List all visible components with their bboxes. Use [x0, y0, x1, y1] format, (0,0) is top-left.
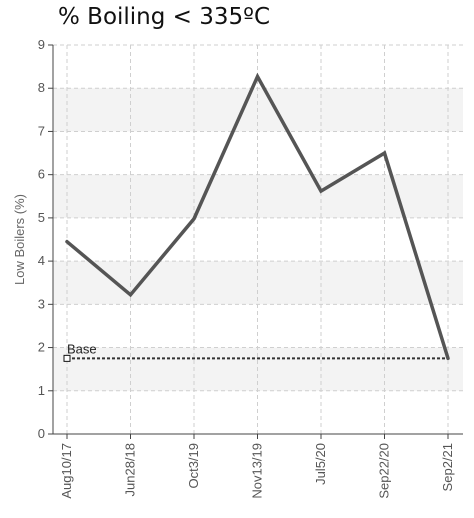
y-axis-title: Low Boilers (%): [12, 194, 27, 285]
x-tick-label: Aug10/17: [59, 443, 74, 499]
x-tick-label: Oct3/19: [186, 443, 201, 489]
y-tick-label: 2: [38, 340, 45, 355]
y-tick-label: 1: [38, 383, 45, 398]
reference-line-group: Base: [63, 341, 448, 362]
y-tick-label: 4: [38, 253, 45, 268]
x-tick-label: Sep2/21: [440, 443, 455, 491]
x-tick-label: Jul5/20: [313, 443, 328, 485]
y-tick-labels: 0 1 2 3 4 5 6 7 8 9: [38, 37, 53, 441]
y-tick-label: 9: [38, 37, 45, 52]
y-tick-label: 6: [38, 167, 45, 182]
y-tick-label: 8: [38, 80, 45, 95]
x-tick-labels: Aug10/17 Jun28/18 Oct3/19 Nov13/19 Jul5/20 Se…: [59, 434, 455, 499]
reference-label: Base: [67, 341, 97, 356]
x-tick-label: Jun28/18: [123, 443, 138, 497]
gridlines: [53, 44, 463, 434]
x-tick-label: Nov13/19: [250, 443, 265, 499]
y-tick-label: 0: [38, 426, 45, 441]
reference-marker: [63, 354, 71, 362]
series-lines: [65, 72, 450, 361]
y-tick-label: 5: [38, 210, 45, 225]
y-tick-label: 7: [38, 123, 45, 138]
chart-title: % Boiling < 335ºC: [58, 4, 271, 30]
background-bands: [53, 88, 463, 391]
x-tick-label: Sep22/20: [377, 443, 392, 499]
y-tick-label: 3: [38, 296, 45, 311]
series-line: [65, 72, 450, 361]
